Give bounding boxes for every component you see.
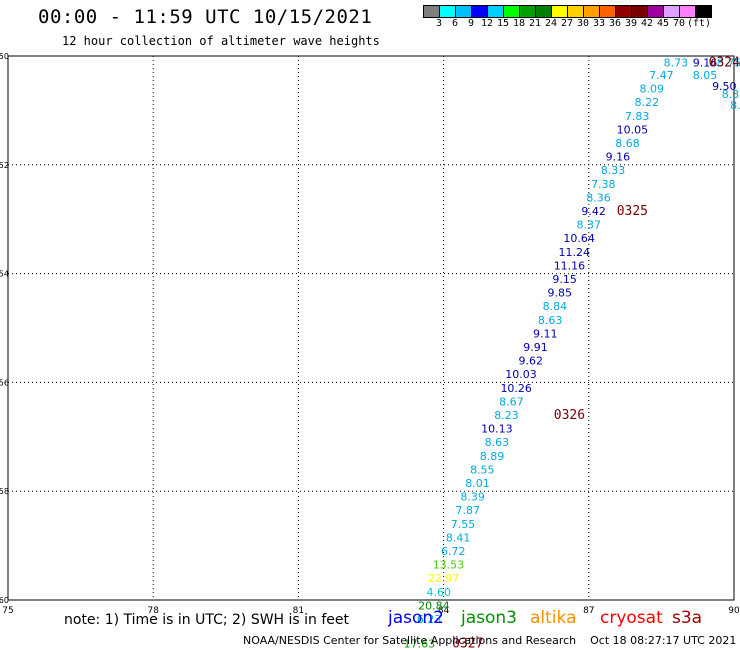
y-tick-label: -50 xyxy=(0,52,9,61)
swh-value-label: 8.89 xyxy=(480,450,505,463)
x-tick-label: 75 xyxy=(2,606,13,616)
colorbar-label: 33 xyxy=(592,18,606,29)
colorbar-labels: 3 6 9 12 15 18 21 24 27 30 33 36 39 42 45 70 (ft) xyxy=(423,18,711,30)
swh-value-label: 7.38 xyxy=(591,178,616,191)
swh-value-label: 22.97 xyxy=(428,572,460,585)
legend-cryosat: cryosat xyxy=(600,608,663,628)
swh-value-label: 7.47 xyxy=(649,69,674,82)
swh-value-label: 9.50 xyxy=(712,80,737,93)
swh-value-label: 8.01 xyxy=(465,477,490,490)
colorbar-legend: 3 6 9 12 15 18 21 24 27 30 33 36 39 42 45 70 (ft) xyxy=(423,5,712,30)
swh-value-label: 10.05 xyxy=(617,123,649,136)
pass-label: 0325 xyxy=(617,204,648,219)
swh-value-label: 8.41 xyxy=(446,531,471,544)
swh-value-label: 6.72 xyxy=(441,545,466,558)
swh-value-label: 8.34 xyxy=(722,88,740,101)
plot-frame xyxy=(7,55,735,601)
swh-value-label: 9.16 xyxy=(693,57,718,70)
colorbar-label: 15 xyxy=(496,18,510,29)
colorbar-label: 42 xyxy=(640,18,654,29)
swh-value-label: 8.68 xyxy=(615,137,640,150)
y-tick-label: -56 xyxy=(0,378,9,387)
colorbar-label: 45 xyxy=(656,18,670,29)
swh-value-label: 9.91 xyxy=(523,341,548,354)
legend-jason2: jason2 xyxy=(388,608,444,628)
swh-value-label: 8.23 xyxy=(494,409,519,422)
swh-value-label: 8.63 xyxy=(538,314,563,327)
legend-s3a: s3a xyxy=(672,608,703,628)
legend-altika: altika xyxy=(530,608,577,628)
x-tick-label: 81 xyxy=(293,606,304,616)
swh-value-label: 17.63 xyxy=(404,638,436,650)
footer-credit: NOAA/NESDIS Center for Satellite Applica… xyxy=(243,634,737,647)
swh-value-label: 6.23 xyxy=(417,613,442,626)
swh-value-label: 8.55 xyxy=(470,463,495,476)
page-title: 00:00 - 11:59 UTC 10/15/2021 xyxy=(38,6,373,28)
colorbar-label: 12 xyxy=(480,18,494,29)
swh-value-label: 7.83 xyxy=(625,110,650,123)
swh-value-label: 9.15 xyxy=(552,273,577,286)
swh-value-label: 8.84 xyxy=(543,300,568,313)
swh-value-label: 8.67 xyxy=(499,395,524,408)
colorbar-label: 6 xyxy=(451,18,459,29)
swh-value-label: 4.60 xyxy=(427,586,452,599)
x-tick-label: 84 xyxy=(438,606,450,616)
colorbar-label: 39 xyxy=(624,18,638,29)
colorbar-swatch xyxy=(695,5,712,18)
y-tick-label: -54 xyxy=(0,270,9,279)
x-tick-label: 78 xyxy=(147,606,159,616)
swh-value-label: 9.11 xyxy=(533,327,558,340)
legend-jason3: jason3 xyxy=(461,608,517,628)
colorbar-label: 18 xyxy=(512,18,526,29)
swh-value-label: 10.13 xyxy=(481,423,513,436)
y-tick-label: -52 xyxy=(0,161,9,170)
swh-value-label: 10.03 xyxy=(505,368,537,381)
y-tick-label: -60 xyxy=(0,596,9,605)
swh-value-label: 8.05 xyxy=(693,69,718,82)
swh-value-label: 7.87 xyxy=(456,504,481,517)
y-tick-label: -58 xyxy=(0,487,9,496)
swh-value-label: 10.26 xyxy=(500,382,532,395)
colorbar-label: 70 xyxy=(672,18,686,29)
colorbar-label: 21 xyxy=(528,18,542,29)
swh-value-label: 8.3 xyxy=(730,99,740,112)
swh-value-label: 20.84 xyxy=(418,599,450,612)
swh-value-label: 8.22 xyxy=(635,96,660,109)
colorbar-label: 24 xyxy=(544,18,558,29)
colorbar-label: 30 xyxy=(576,18,590,29)
pass-label: 0327 xyxy=(452,637,483,650)
swh-value-label: 13.53 xyxy=(433,559,465,572)
colorbar-label: 3 xyxy=(435,18,443,29)
swh-value-label: 9.85 xyxy=(548,287,573,300)
colorbar-label: 36 xyxy=(608,18,622,29)
swh-value-label: 8.09 xyxy=(639,83,664,96)
swh-value-label: 8.36 xyxy=(586,191,611,204)
footer-note: note: 1) Time is in UTC; 2) SWH is in fe… xyxy=(64,612,350,628)
pass-label: 0324 xyxy=(709,56,740,71)
colorbar-label: 9 xyxy=(467,18,475,29)
pass-label: 0326 xyxy=(554,408,585,423)
swh-value-label: 8.33 xyxy=(601,164,626,177)
swh-value-label: 8.37 xyxy=(577,219,602,232)
swh-value-label: 8.39 xyxy=(460,491,485,504)
swh-value-label: 7.55 xyxy=(451,518,476,531)
swh-value-label: 11.24 xyxy=(559,246,591,259)
swh-value-label: 11.16 xyxy=(554,259,586,272)
swh-value-label: 9.16 xyxy=(606,151,631,164)
swh-value-label: 8.73 xyxy=(664,57,689,70)
colorbar-swatches xyxy=(423,5,712,18)
page-subtitle: 12 hour collection of altimeter wave hei… xyxy=(62,34,380,48)
swh-value-label: 9.62 xyxy=(518,355,543,368)
x-tick-label: 90 xyxy=(728,606,740,616)
swh-value-label: 8.63 xyxy=(485,436,510,449)
swh-value-label: 10.64 xyxy=(563,232,595,245)
colorbar-label: 27 xyxy=(560,18,574,29)
swh-value-label: 8.75 xyxy=(717,57,740,70)
swh-value-label: 9.42 xyxy=(581,205,606,218)
x-tick-label: 87 xyxy=(583,606,594,616)
colorbar-label: (ft) xyxy=(687,18,712,29)
